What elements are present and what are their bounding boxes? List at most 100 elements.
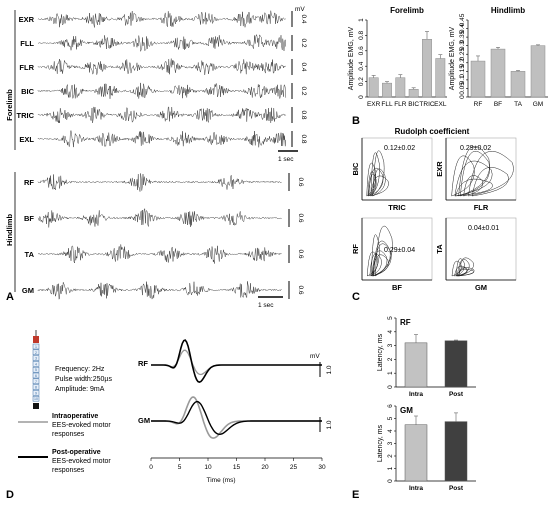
trace-label-gm: GM <box>138 416 150 425</box>
panel-d-label: D <box>6 489 14 501</box>
amplitude-scale-bic: 0.2 <box>300 86 307 95</box>
y-tick-label: 3 <box>387 441 394 445</box>
electrode-end-icon <box>33 403 39 409</box>
y-tick-label: 0 <box>387 479 394 483</box>
emg-trace-exl <box>37 129 286 148</box>
chart-title: RF <box>400 318 411 327</box>
category-label-exl: EXL <box>434 101 447 108</box>
bar-fll <box>382 82 392 98</box>
y-tick-label: 0.45 <box>459 13 466 26</box>
coactivation-loop <box>451 257 475 277</box>
legend-post-title: Post-operative <box>52 449 101 456</box>
bar-post <box>444 340 468 388</box>
electrode-number: 2 <box>35 351 37 355</box>
chart-title: GM <box>400 406 413 415</box>
amplitude-scale-ta: 0.6 <box>297 249 304 258</box>
category-label-intra: Intra <box>409 485 423 492</box>
emg-trace-flr <box>37 58 286 76</box>
amplitude-scale-rf: 0.6 <box>297 177 304 186</box>
electrode-array-icon: 1 2 34 5 6 7 89 10 <box>32 330 40 409</box>
category-label-post: Post <box>449 391 464 398</box>
channel-label-bic: BIC <box>21 87 35 96</box>
emg-trace-tric <box>37 106 286 124</box>
rudolph-xlabel: FLR <box>474 203 489 212</box>
y-tick-label: 1 <box>387 371 394 375</box>
hindlimb-traces: RF 0.6 BF 0.6 TA 0.6 GM 0.6 <box>22 173 304 300</box>
y-tick-label: 4 <box>387 429 394 433</box>
legend-intra-subtitle2: responses <box>52 431 85 438</box>
panel-c-label: C <box>352 291 360 303</box>
category-label-tric: TRIC <box>419 101 434 108</box>
forelimb-unit: mV <box>295 6 305 13</box>
y-axis-label: Amplitude EMG, mV <box>449 26 456 90</box>
y-tick-label: 2 <box>387 454 394 458</box>
coactivation-loop <box>451 145 514 197</box>
bar-intra <box>404 424 428 482</box>
category-label-rf: RF <box>474 101 483 108</box>
forelimb-traces: EXR 0.4 FLL 0.2 FLR 0.4 BIC 0.2 TRIC 0.8 EXL 0.8 <box>17 10 307 148</box>
hindlimb-time-scale-label: 1 sec <box>258 302 274 309</box>
legend-intra-subtitle1: EES-evoked motor <box>52 422 111 429</box>
emg-trace-rf <box>37 173 282 192</box>
y-tick-label: 0.15 <box>459 65 466 78</box>
y-tick-label: 0.1 <box>459 75 466 84</box>
time-tick-label: 20 <box>261 464 269 471</box>
category-label-bic: BIC <box>408 101 419 108</box>
rudolph-ylabel: RF <box>351 244 360 254</box>
rudolph-plot-2: 0.29±0.02 EXR FLR <box>435 137 517 212</box>
y-axis-label: Latency, ms <box>377 424 384 462</box>
trace-unit: mV <box>310 353 320 360</box>
panel-e: E 0 1 2 3 4 5 Intra Post RF Latency, ms 0 1 2 3 4 5 6 In… <box>352 316 476 501</box>
bar-rf <box>470 60 486 98</box>
forelimb-time-scale-label: 1 sec <box>278 156 294 163</box>
channel-label-exr: EXR <box>19 15 35 24</box>
rudolph-plot-1: 0.12±0.02 BIC TRIC <box>351 137 433 212</box>
y-tick-label: 4 <box>387 330 394 334</box>
amplitude-scale-fll: 0.2 <box>300 38 307 47</box>
rf-latency-chart: 0 1 2 3 4 5 Intra Post RF Latency, ms <box>377 316 476 398</box>
electrode-number: 7 <box>35 380 37 384</box>
bar-exr <box>368 77 379 98</box>
time-tick-label: 30 <box>318 464 326 471</box>
category-label-flr: FLR <box>394 101 407 108</box>
panel-c: Rudolph coefficient C 0.12±0.02BICTRIC0.… <box>351 127 517 303</box>
chart-title: Hindlimb <box>491 6 525 15</box>
y-tick-label: 5 <box>387 416 394 420</box>
rudolph-ylabel: EXR <box>435 161 444 177</box>
amplitude-scale-exl: 0.8 <box>300 134 307 143</box>
panel-b-label: B <box>352 115 360 127</box>
y-axis-label: Latency, ms <box>377 333 384 371</box>
y-tick-label: 0.3 <box>459 41 466 50</box>
electrode-contact <box>32 372 40 379</box>
rudolph-plot-3: 0.29±0.04 RF BF <box>351 217 433 292</box>
electrode-number: 1 <box>35 345 37 349</box>
param-frequency: Frequency: 2Hz <box>55 366 105 373</box>
gm-intraoperative-trace <box>151 396 322 439</box>
emg-trace-ta <box>37 244 282 264</box>
category-label-post: Post <box>449 485 464 492</box>
panel-b: B 0 0.2 0.4 0.6 0.8 1 EXR FLL FLR BIC TRIC EXL Forel… <box>348 6 548 127</box>
param-pulse-width: Pulse width:250µs <box>55 376 112 383</box>
gm-latency-chart: 0 1 2 3 4 5 6 Intra Post GM Latency, ms <box>377 404 476 492</box>
y-tick-label: 2 <box>387 357 394 361</box>
y-tick-label: 1 <box>387 466 394 470</box>
trace-rf-scale: 1.0 <box>326 365 333 374</box>
time-axis: 0 5 10 15 20 25 30 <box>149 457 326 471</box>
bar-flr <box>395 77 406 98</box>
hindlimb-group-label: Hindlimb <box>5 214 14 246</box>
emg-trace-gm <box>37 281 282 300</box>
legend-post-subtitle2: responses <box>52 467 85 474</box>
panel-e-label: E <box>352 489 359 501</box>
electrode-contact <box>32 355 40 361</box>
category-label-bf: BF <box>494 101 502 108</box>
bar-intra <box>404 342 428 388</box>
electrode-cathode-icon <box>33 336 39 343</box>
bar-ta <box>510 71 526 98</box>
forelimb-group-label: Forelimb <box>5 89 14 121</box>
chart-title: Forelimb <box>390 6 424 15</box>
y-tick-label: 0 <box>459 95 466 99</box>
electrode-contact <box>32 384 40 390</box>
y-tick-label: 0.4 <box>358 61 365 70</box>
rudolph-title: Rudolph coefficient <box>395 127 470 136</box>
electrode-number: 4 <box>35 362 37 366</box>
